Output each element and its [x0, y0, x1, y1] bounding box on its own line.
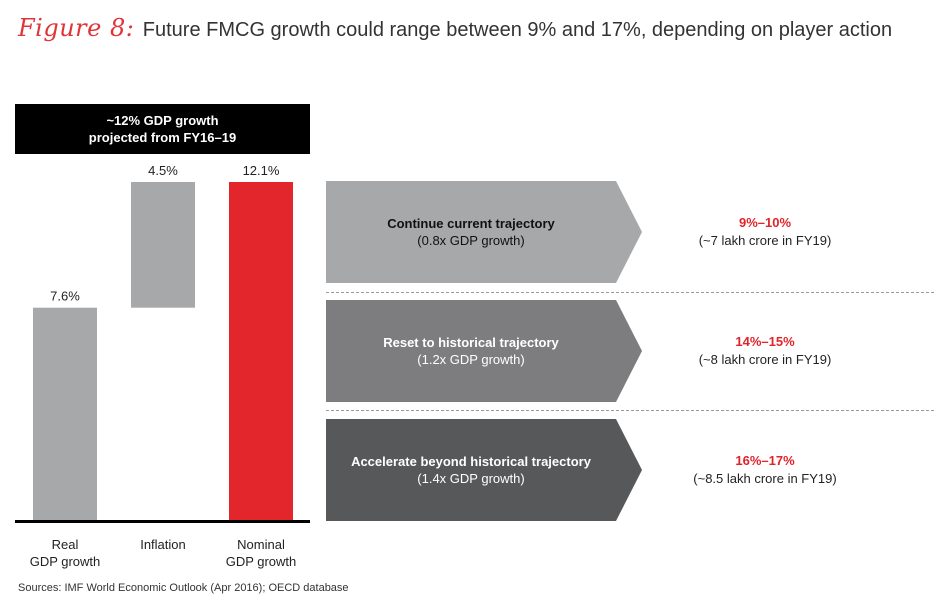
arrow-fill	[326, 419, 642, 521]
growth-range: 14%–15%	[735, 334, 795, 349]
scenario-label: Accelerate beyond historical trajectory …	[326, 419, 616, 521]
category-label-3: Nominal	[237, 537, 285, 552]
market-size: (~7 lakh crore in FY19)	[698, 233, 832, 248]
arrow-fill	[326, 300, 642, 402]
arrow-shape	[326, 181, 642, 283]
scenario-name: Accelerate beyond historical trajectory	[351, 454, 591, 469]
scenario-result-2: 14%–15% (~8 lakh crore in FY19)	[660, 333, 870, 369]
arrow-shape	[326, 300, 642, 402]
category-label-2: Inflation	[140, 537, 186, 552]
arrow-fill	[326, 181, 642, 283]
market-size: (~8.5 lakh crore in FY19)	[693, 471, 837, 486]
scenario-detail: (1.4x GDP growth)	[417, 471, 525, 486]
category-label-1: Real	[52, 537, 79, 552]
data-label-1: 7.6%	[50, 289, 80, 304]
divider	[326, 410, 934, 411]
category-label-3: GDP growth	[226, 554, 297, 569]
market-size: (~8 lakh crore in FY19)	[698, 352, 832, 367]
banner-line-2: projected from FY16–19	[88, 130, 237, 145]
scenario-label: Reset to historical trajectory (1.2x GDP…	[326, 300, 616, 402]
data-label-2: 4.5%	[148, 163, 178, 178]
arrow-shape	[326, 419, 642, 521]
growth-range: 9%–10%	[738, 215, 792, 230]
scenario-detail: (1.2x GDP growth)	[417, 352, 525, 367]
figure-title-text: Future FMCG growth could range between 9…	[142, 19, 893, 41]
scenario-arrow-3: Accelerate beyond historical trajectory …	[326, 419, 644, 521]
growth-range: 16%–17%	[735, 453, 795, 468]
figure-label: Figure 8:	[18, 14, 135, 42]
scenario-result-1: 9%–10% (~7 lakh crore in FY19)	[660, 214, 870, 250]
data-label-3: 12.1%	[243, 163, 280, 178]
scenario-arrow-2: Reset to historical trajectory (1.2x GDP…	[326, 300, 644, 402]
bar-1	[33, 307, 97, 520]
scenario-arrow-1: Continue current trajectory (0.8x GDP gr…	[326, 181, 644, 283]
category-label-1: GDP growth	[30, 554, 101, 569]
bar-2	[131, 182, 195, 308]
divider	[326, 292, 934, 293]
bar-3	[229, 182, 293, 520]
scenario-label: Continue current trajectory (0.8x GDP gr…	[326, 181, 616, 283]
scenario-name: Reset to historical trajectory	[383, 335, 559, 350]
banner-line-1: ~12% GDP growth	[106, 113, 219, 128]
figure-title: Figure 8: Future FMCG growth could range…	[18, 14, 892, 42]
scenario-detail: (0.8x GDP growth)	[417, 233, 525, 248]
source-note: Sources: IMF World Economic Outlook (Apr…	[18, 582, 349, 594]
scenario-result-3: 16%–17% (~8.5 lakh crore in FY19)	[660, 452, 870, 488]
gdp-banner: ~12% GDP growth projected from FY16–19	[15, 104, 310, 154]
gdp-waterfall-chart: 7.6% Real GDP growth 4.5% Inflation 12.1% Nomi…	[15, 163, 310, 569]
scenario-name: Continue current trajectory	[387, 216, 555, 231]
